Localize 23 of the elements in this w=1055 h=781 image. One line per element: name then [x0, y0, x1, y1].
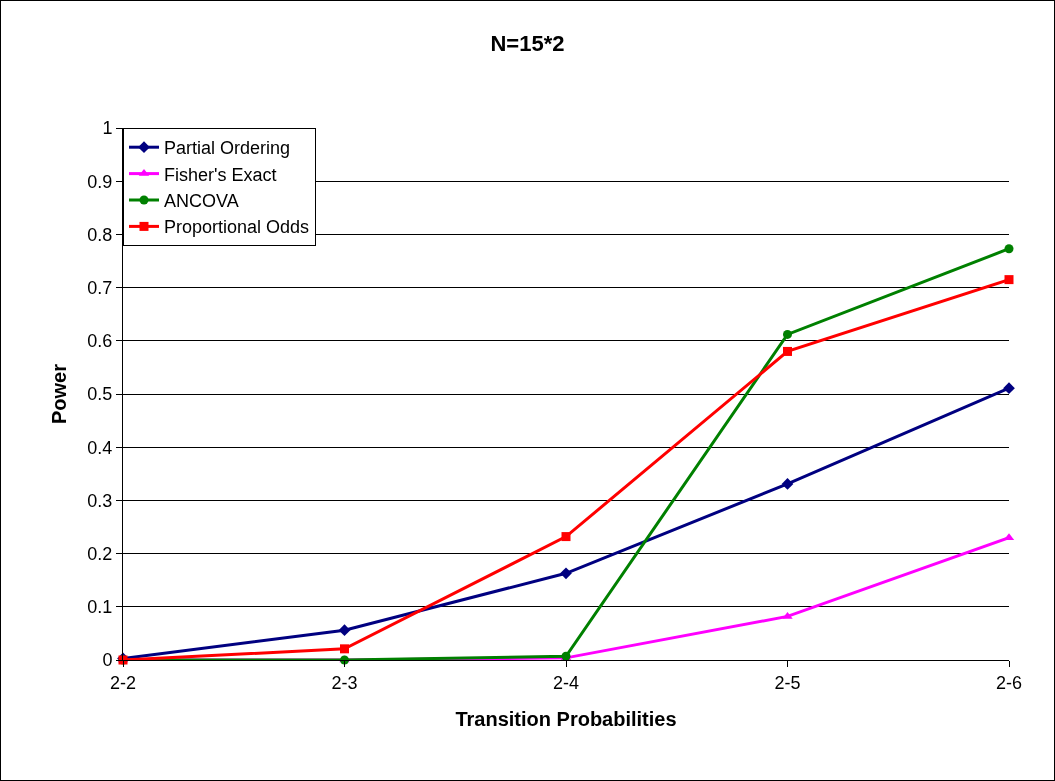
x-tick-label: 2-3 [331, 672, 358, 693]
y-tick-label: 0.6 [87, 331, 113, 352]
y-tick-label: 0.2 [87, 543, 113, 564]
chart-title: N=15*2 [490, 31, 565, 57]
x-tick-label: 2-2 [109, 672, 137, 693]
y-tick-label: 0.1 [87, 597, 113, 618]
x-tick-label: 2-4 [552, 672, 580, 693]
y-tick-label: 1 [102, 118, 113, 139]
y-tick-label: 0.5 [87, 384, 113, 405]
y-axis-title: Power [47, 363, 70, 425]
y-tick-label: 0.8 [87, 224, 113, 245]
legend-label: ANCOVA [164, 191, 239, 212]
legend-label: Fisher's Exact [164, 164, 277, 185]
y-tick-label: 0 [102, 650, 113, 671]
y-tick-label: 0.3 [87, 490, 113, 511]
x-tick-label: 2-5 [774, 672, 801, 693]
y-tick-label: 0.7 [87, 277, 113, 298]
x-axis-title: Transition Probabilities [455, 708, 677, 731]
x-tick-label: 2-6 [995, 672, 1023, 693]
y-tick-label: 0.9 [87, 171, 113, 192]
y-tick-label: 0.4 [87, 437, 113, 458]
legend-label: Proportional Odds [164, 217, 310, 238]
legend-label: Partial Ordering [164, 138, 291, 159]
